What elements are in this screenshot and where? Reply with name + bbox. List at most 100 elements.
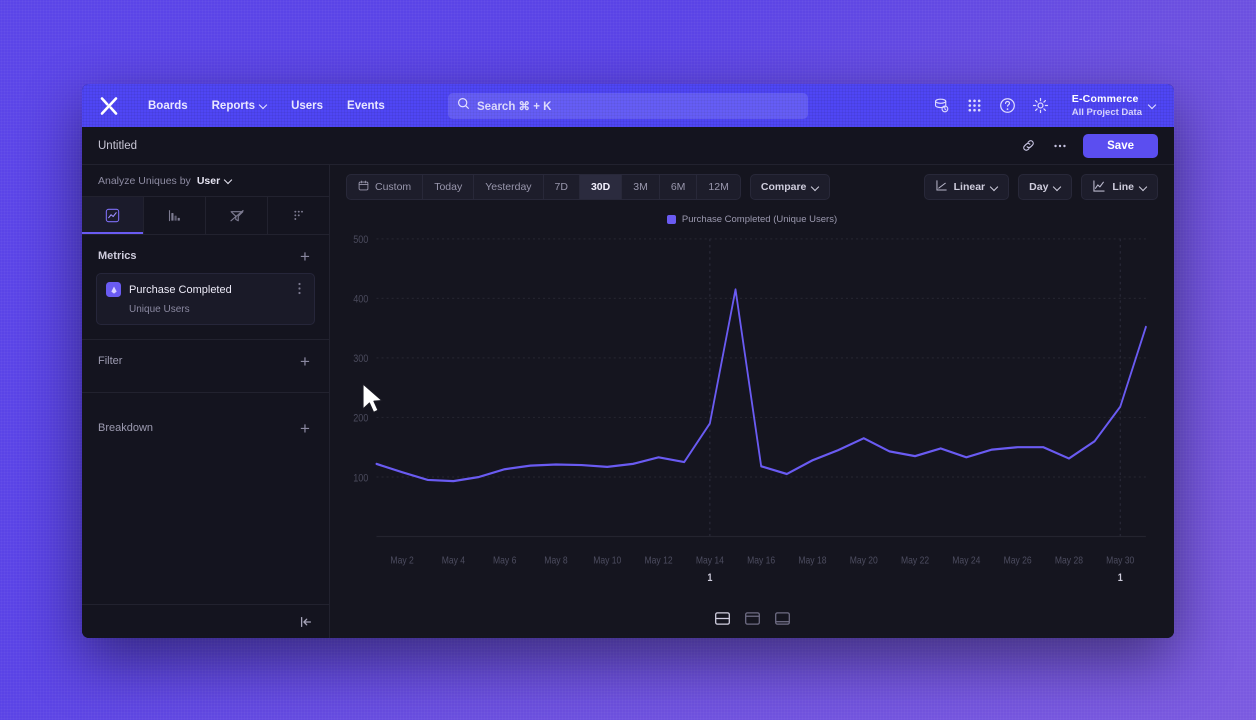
nav-link-users-label: Users bbox=[291, 99, 324, 112]
svg-text:May 28: May 28 bbox=[1055, 555, 1083, 567]
ellipsis-icon[interactable] bbox=[1051, 137, 1069, 155]
divider bbox=[82, 339, 329, 340]
compare-label: Compare bbox=[760, 181, 807, 193]
nav-link-events[interactable]: Events bbox=[337, 94, 395, 118]
save-button[interactable]: Save bbox=[1083, 133, 1158, 158]
scale-selector[interactable]: Linear bbox=[923, 174, 1010, 200]
compare-button[interactable]: Compare bbox=[749, 174, 831, 200]
analyze-row: Analyze Uniques by User bbox=[82, 165, 329, 197]
date-range-today-label: Today bbox=[434, 181, 463, 193]
chevron-down-icon bbox=[1140, 184, 1147, 191]
calendar-icon bbox=[358, 180, 369, 194]
project-selector[interactable]: E-Commerce All Project Data bbox=[1064, 91, 1160, 121]
legend-swatch[interactable] bbox=[666, 214, 676, 224]
chevron-down-icon bbox=[812, 184, 819, 191]
scale-label: Linear bbox=[953, 181, 986, 193]
global-search: Search ⌘ + K bbox=[448, 92, 808, 119]
search-placeholder: Search ⌘ + K bbox=[477, 100, 552, 113]
breakdown-title: Breakdown bbox=[98, 422, 154, 434]
help-circle-icon[interactable] bbox=[998, 96, 1018, 116]
kebab-menu-icon[interactable] bbox=[293, 282, 305, 297]
x-logo-icon[interactable] bbox=[96, 93, 122, 119]
analyze-label: Analyze Uniques by bbox=[98, 174, 191, 187]
nav-link-boards-label: Boards bbox=[148, 99, 188, 112]
stacked-area-tab[interactable] bbox=[206, 197, 268, 234]
legend-label: Purchase Completed (Unique Users) bbox=[681, 213, 838, 225]
svg-text:May 2: May 2 bbox=[390, 555, 413, 567]
chart-legend: Purchase Completed (Unique Users) bbox=[330, 209, 1174, 229]
svg-text:May 30: May 30 bbox=[1106, 555, 1134, 567]
metric-card[interactable]: Purchase Completed Unique Users bbox=[96, 273, 315, 325]
svg-text:400: 400 bbox=[353, 294, 368, 306]
chart-only-view-icon[interactable] bbox=[772, 608, 792, 628]
date-range-group: Custom Today Yesterday 7D 30D bbox=[346, 174, 741, 200]
add-metric-button[interactable]: + bbox=[300, 246, 310, 266]
add-filter-button[interactable]: + bbox=[300, 351, 310, 371]
date-range-custom[interactable]: Custom bbox=[347, 175, 424, 199]
nav-link-reports[interactable]: Reports bbox=[202, 94, 277, 118]
analyze-entity-selector[interactable]: User bbox=[197, 175, 232, 187]
query-panel-footer bbox=[82, 604, 329, 638]
date-range-7d[interactable]: 7D bbox=[544, 175, 580, 199]
date-range-30d[interactable]: 30D bbox=[579, 175, 623, 199]
svg-text:May 4: May 4 bbox=[442, 555, 466, 567]
svg-text:May 26: May 26 bbox=[1004, 555, 1032, 567]
dot-matrix-tab[interactable] bbox=[268, 197, 329, 234]
layout-view-toggles bbox=[330, 598, 1174, 638]
metric-name: Purchase Completed bbox=[129, 283, 232, 296]
svg-text:300: 300 bbox=[353, 353, 368, 365]
visualization-tabs bbox=[82, 197, 329, 235]
gear-icon[interactable] bbox=[1031, 96, 1051, 116]
svg-text:500: 500 bbox=[353, 234, 368, 246]
chevron-down-icon bbox=[1054, 184, 1061, 191]
date-range-12m[interactable]: 12M bbox=[697, 175, 739, 199]
search-icon bbox=[457, 97, 470, 115]
link-icon[interactable] bbox=[1019, 137, 1037, 155]
date-range-yesterday-label: Yesterday bbox=[485, 181, 532, 193]
chevron-down-icon bbox=[991, 184, 998, 191]
chart-display-controls: Linear Day Line bbox=[923, 174, 1158, 200]
analyze-entity-value: User bbox=[196, 174, 221, 187]
svg-text:May 12: May 12 bbox=[645, 555, 673, 567]
svg-text:1: 1 bbox=[1118, 572, 1123, 584]
line-chart-tab[interactable] bbox=[82, 197, 144, 234]
chevron-down-icon bbox=[1149, 102, 1156, 109]
nav-link-users[interactable]: Users bbox=[281, 94, 333, 118]
svg-text:200: 200 bbox=[353, 413, 368, 425]
data-warehouse-icon[interactable] bbox=[932, 96, 952, 116]
top-nav-right-actions: E-Commerce All Project Data bbox=[932, 91, 1160, 121]
nav-link-boards[interactable]: Boards bbox=[138, 94, 198, 118]
project-name: E-Commerce bbox=[1071, 92, 1139, 105]
chart-top-view-icon[interactable] bbox=[742, 608, 762, 628]
split-view-icon[interactable] bbox=[712, 608, 732, 628]
svg-text:May 22: May 22 bbox=[901, 555, 929, 567]
apps-grid-icon[interactable] bbox=[965, 96, 985, 116]
svg-text:May 10: May 10 bbox=[593, 555, 621, 567]
collapse-panel-icon[interactable] bbox=[299, 615, 313, 629]
add-breakdown-button[interactable]: + bbox=[300, 418, 310, 438]
top-navigation-bar: Boards Reports Users Events bbox=[82, 84, 1174, 127]
date-range-6m[interactable]: 6M bbox=[660, 175, 698, 199]
bar-chart-tab[interactable] bbox=[144, 197, 206, 234]
svg-text:May 6: May 6 bbox=[493, 555, 516, 567]
metrics-title: Metrics bbox=[98, 250, 137, 262]
date-range-yesterday[interactable]: Yesterday bbox=[474, 175, 544, 199]
date-range-3m[interactable]: 3M bbox=[622, 175, 660, 199]
date-range-12m-label: 12M bbox=[708, 181, 729, 193]
search-input[interactable]: Search ⌘ + K bbox=[448, 92, 808, 119]
chart-toolbar: Custom Today Yesterday 7D 30D bbox=[330, 165, 1174, 209]
chart-type-selector[interactable]: Line bbox=[1081, 174, 1158, 200]
divider bbox=[82, 392, 329, 393]
chart-canvas[interactable]: 100 200 300 400 500 May 2 May 4 May 6 May 8 May 1… bbox=[330, 229, 1174, 598]
chart-type-label: Line bbox=[1112, 181, 1134, 193]
date-range-today[interactable]: Today bbox=[423, 175, 475, 199]
interval-selector[interactable]: Day bbox=[1018, 174, 1073, 200]
date-range-30d-label: 30D bbox=[590, 181, 611, 193]
svg-text:May 18: May 18 bbox=[798, 555, 826, 567]
line-chart-svg: 100 200 300 400 500 May 2 May 4 May 6 May 8 May 1… bbox=[353, 234, 1147, 584]
chart-panel: Custom Today Yesterday 7D 30D bbox=[330, 165, 1174, 638]
page-title[interactable]: Untitled bbox=[98, 139, 137, 152]
svg-text:1: 1 bbox=[707, 572, 712, 584]
date-range-6m-label: 6M bbox=[670, 181, 686, 193]
interval-label: Day bbox=[1029, 181, 1049, 193]
